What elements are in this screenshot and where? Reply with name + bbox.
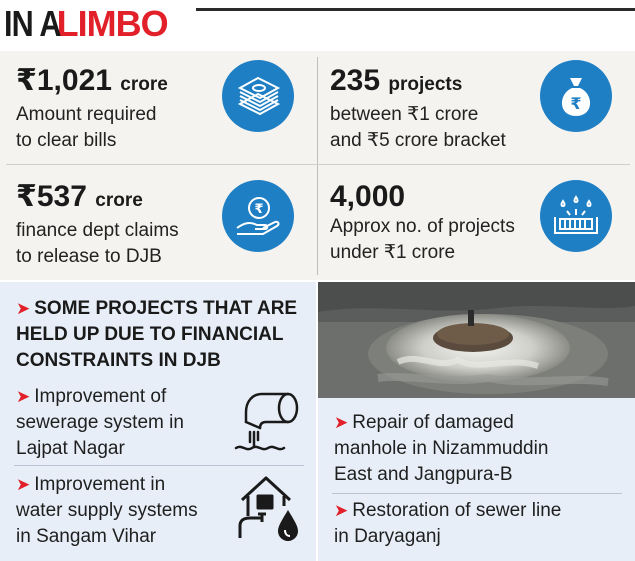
- page-title: IN ALIMBO: [4, 2, 169, 46]
- water-drain-icon: [540, 180, 612, 252]
- money-stack-icon: [222, 60, 294, 132]
- stat-value-row: ₹1,021 crore: [16, 64, 168, 102]
- money-bag-icon: ₹: [540, 60, 612, 132]
- stat-desc-line1: between ₹1 crore: [330, 104, 479, 125]
- stat-desc-line1: Approx no. of projects: [330, 216, 515, 237]
- stat-unit: projects: [388, 74, 463, 95]
- stat-value-row: 4,000: [330, 180, 515, 214]
- arrow-icon: ➤: [334, 501, 349, 520]
- stats-vertical-divider: [317, 57, 318, 275]
- item-line: in Daryaganj: [334, 526, 441, 547]
- stat-projects-bracket: 235 projects between ₹1 crore and ₹5 cro…: [330, 64, 506, 154]
- arrow-icon: ➤: [16, 299, 31, 318]
- stat-desc-line2: under ₹1 crore: [330, 242, 456, 263]
- item-line: manhole in Nizammuddin: [334, 438, 549, 459]
- stat-unit: crore: [95, 190, 143, 211]
- stat-amount-required: ₹1,021 crore Amount required to clear bi…: [16, 64, 168, 154]
- stats-horizontal-divider: [6, 164, 630, 165]
- item-line: Restoration of sewer line: [352, 500, 562, 521]
- item-divider: [332, 493, 622, 494]
- title-part-2: LIMBO: [56, 3, 169, 44]
- manhole-photo: [318, 282, 635, 398]
- stat-finance-release: ₹537 crore finance dept claims to releas…: [16, 180, 179, 270]
- item-line: East and Jangpura-B: [334, 464, 513, 485]
- project-item-daryaganj: ➤ Restoration of sewer line in Daryaganj: [334, 498, 561, 550]
- stat-value-row: 235 projects: [330, 64, 506, 102]
- stat-unit: crore: [120, 74, 168, 95]
- project-item-nizamuddin: ➤ Repair of damaged manhole in Nizammuddi…: [334, 410, 548, 488]
- item-line: Improvement in: [34, 474, 166, 495]
- svg-text:₹: ₹: [570, 94, 581, 113]
- title-rule: [196, 8, 635, 11]
- svg-text:₹: ₹: [254, 202, 263, 217]
- item-line: Improvement of: [34, 386, 167, 407]
- item-line: Repair of damaged: [352, 412, 514, 433]
- stat-projects-under: 4,000 Approx no. of projects under ₹1 cr…: [330, 180, 515, 266]
- arrow-icon: ➤: [334, 413, 349, 432]
- sewer-pipe-icon: [232, 386, 304, 458]
- project-item-lajpat-nagar: ➤ Improvement of sewerage system in Lajpa…: [16, 384, 184, 462]
- stat-desc-line1: Amount required: [16, 104, 157, 125]
- arrow-icon: ➤: [16, 387, 31, 406]
- stat-desc-line2: and ₹5 crore bracket: [330, 130, 506, 151]
- stat-value-row: ₹537 crore: [16, 180, 179, 218]
- item-divider: [14, 465, 304, 466]
- projects-heading: ➤ SOME PROJECTS THAT ARE HELD UP DUE TO F…: [16, 296, 316, 374]
- stat-value: ₹537: [16, 180, 87, 213]
- arrow-icon: ➤: [16, 475, 31, 494]
- house-water-icon: [232, 470, 304, 546]
- stat-desc-line2: to clear bills: [16, 130, 117, 151]
- heading-line: ➤ SOME PROJECTS THAT ARE: [16, 296, 316, 322]
- stat-value: 235: [330, 64, 381, 97]
- item-line: Lajpat Nagar: [16, 438, 125, 459]
- item-line: water supply systems: [16, 500, 198, 521]
- stat-desc-line2: to release to DJB: [16, 246, 162, 267]
- heading-line: CONSTRAINTS IN DJB: [16, 350, 221, 371]
- stat-desc-line1: finance dept claims: [16, 220, 179, 241]
- heading-text: SOME PROJECTS THAT ARE: [34, 298, 298, 319]
- title-part-1: IN A: [4, 3, 62, 44]
- heading-line: HELD UP DUE TO FINANCIAL: [16, 324, 284, 345]
- item-line: sewerage system in: [16, 412, 184, 433]
- item-line: in Sangam Vihar: [16, 526, 157, 547]
- rupee-hand-icon: ₹: [222, 180, 294, 252]
- projects-panel-right: [318, 398, 635, 561]
- stat-value: ₹1,021: [16, 64, 112, 97]
- project-item-sangam-vihar: ➤ Improvement in water supply systems in …: [16, 472, 198, 550]
- stat-value: 4,000: [330, 180, 406, 213]
